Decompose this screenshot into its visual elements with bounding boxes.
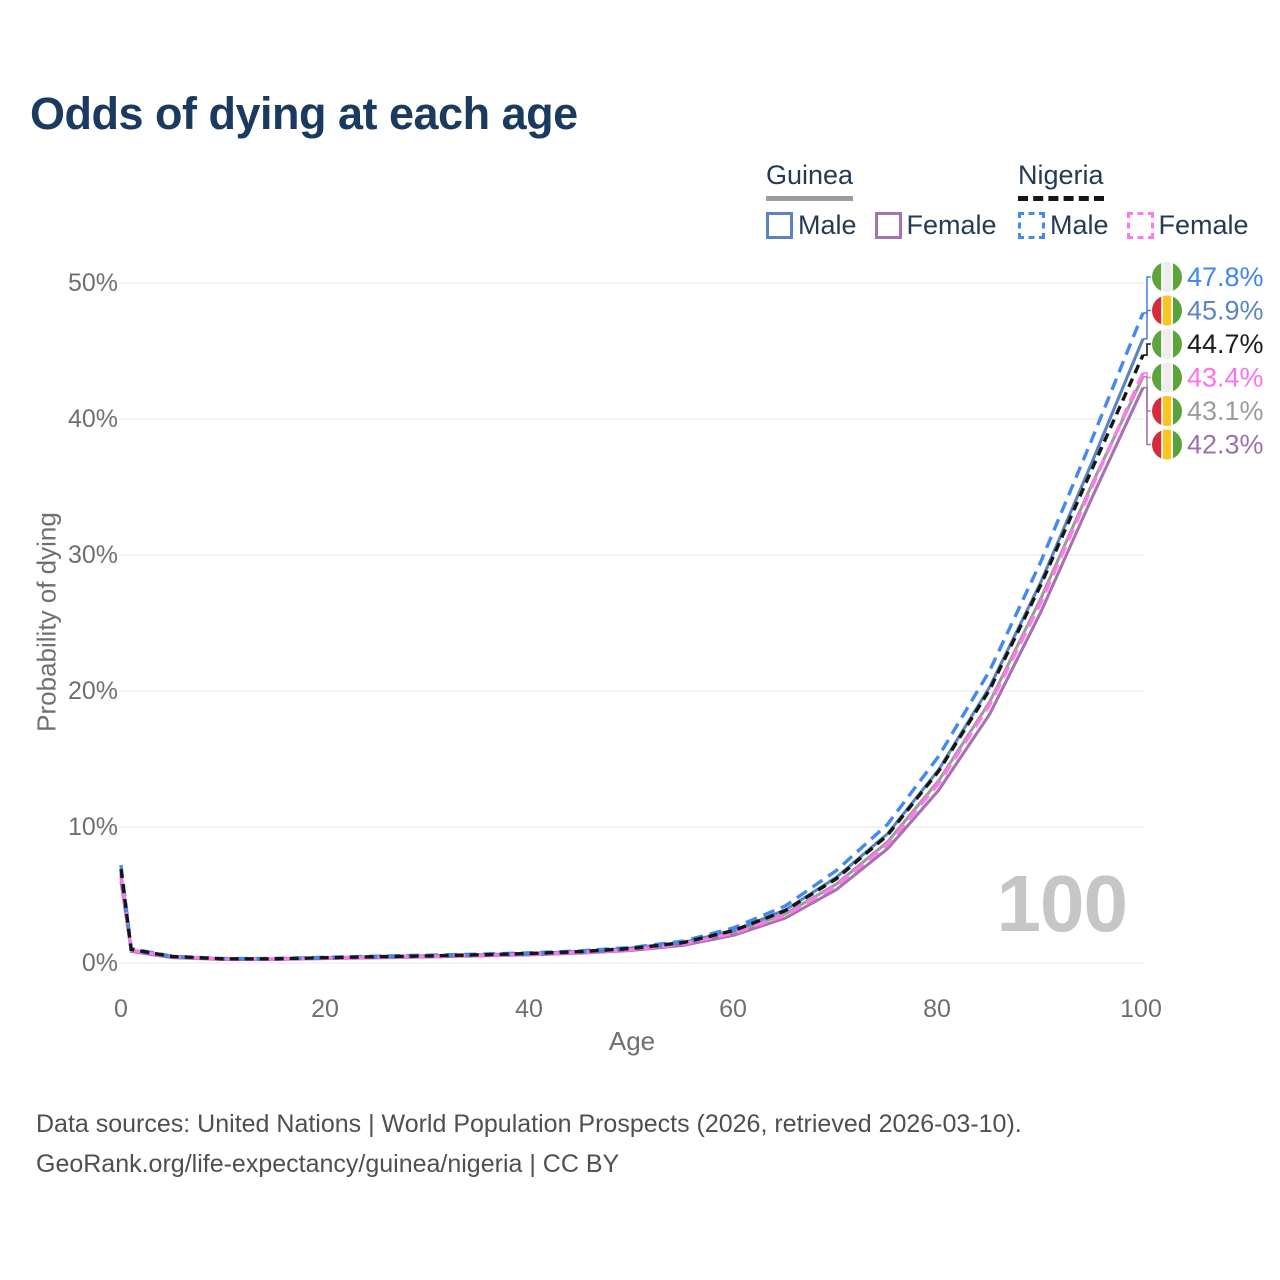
hover-age-watermark: 100 — [997, 864, 1128, 944]
plot-area[interactable] — [121, 268, 1143, 963]
end-label-guinea-male: 45.9% — [1187, 296, 1264, 326]
end-label-nigeria-male: 47.8% — [1187, 262, 1264, 292]
flag-nigeria-icon — [1152, 262, 1182, 292]
legend-country-nigeria[interactable]: Nigeria — [1018, 160, 1104, 201]
end-label-guinea-female: 42.3% — [1187, 430, 1264, 460]
flag-guinea-icon — [1152, 295, 1182, 326]
page-title: Odds of dying at each age — [30, 88, 578, 139]
nigeria-male-swatch-icon — [1018, 212, 1045, 239]
y-tick-20: 20% — [67, 677, 118, 705]
legend-label-nigeria-female: Female — [1158, 210, 1249, 240]
connector-nigeria-both-sexes — [1143, 343, 1151, 356]
x-tick-20: 20 — [311, 995, 339, 1023]
footer-attribution: GeoRank.org/life-expectancy/guinea/niger… — [36, 1150, 620, 1178]
x-tick-80: 80 — [923, 995, 951, 1023]
end-label-guinea-both-sexes: 43.1% — [1187, 396, 1264, 426]
flag-guinea-icon — [1152, 396, 1182, 426]
legend-label-nigeria-male: Male — [1050, 210, 1109, 240]
y-tick-10: 10% — [67, 813, 118, 841]
legend-group-nigeria: Nigeria Male Female — [1018, 160, 1249, 241]
legend-item-nigeria-female[interactable]: Female — [1126, 210, 1249, 241]
footer-data-sources: Data sources: United Nations | World Pop… — [36, 1110, 1022, 1138]
line-nigeria-both-sexes[interactable] — [119, 354, 1145, 961]
legend-item-guinea-male[interactable]: Male — [766, 210, 857, 241]
x-tick-100: 100 — [1120, 995, 1162, 1023]
connector-guinea-female — [1143, 386, 1151, 446]
y-tick-50: 50% — [67, 269, 118, 297]
flag-nigeria-icon — [1152, 329, 1182, 359]
guinea-female-swatch-icon — [874, 212, 902, 239]
nigeria-female-swatch-icon — [1126, 212, 1154, 239]
legend-label-guinea-male: Male — [798, 210, 857, 240]
legend-group-guinea: Guinea Male Female — [766, 160, 997, 241]
x-tick-60: 60 — [719, 995, 747, 1023]
gridlines — [119, 282, 1143, 964]
connector-guinea-male — [1143, 309, 1151, 340]
end-label-nigeria-female: 43.4% — [1187, 363, 1264, 393]
guinea-male-swatch-icon — [766, 212, 793, 239]
y-tick-40: 40% — [67, 405, 118, 433]
legend-country-guinea[interactable]: Guinea — [766, 160, 854, 201]
connector-nigeria-male — [1143, 276, 1151, 314]
flag-guinea-icon — [1152, 429, 1182, 460]
y-tick-0: 0% — [81, 949, 118, 977]
legend-item-nigeria-male[interactable]: Male — [1018, 210, 1109, 241]
x-axis-title: Age — [608, 1026, 656, 1056]
flag-nigeria-icon — [1152, 362, 1182, 393]
legend-label-guinea-female: Female — [906, 210, 997, 240]
connector-nigeria-female — [1143, 372, 1151, 379]
footer: Data sources: United Nations | World Pop… — [36, 1104, 1022, 1184]
x-tick-0: 0 — [114, 995, 128, 1023]
end-label-nigeria-both-sexes: 44.7% — [1187, 329, 1264, 359]
y-tick-30: 30% — [67, 541, 118, 569]
x-tick-40: 40 — [515, 995, 543, 1023]
legend-item-guinea-female[interactable]: Female — [874, 210, 997, 241]
